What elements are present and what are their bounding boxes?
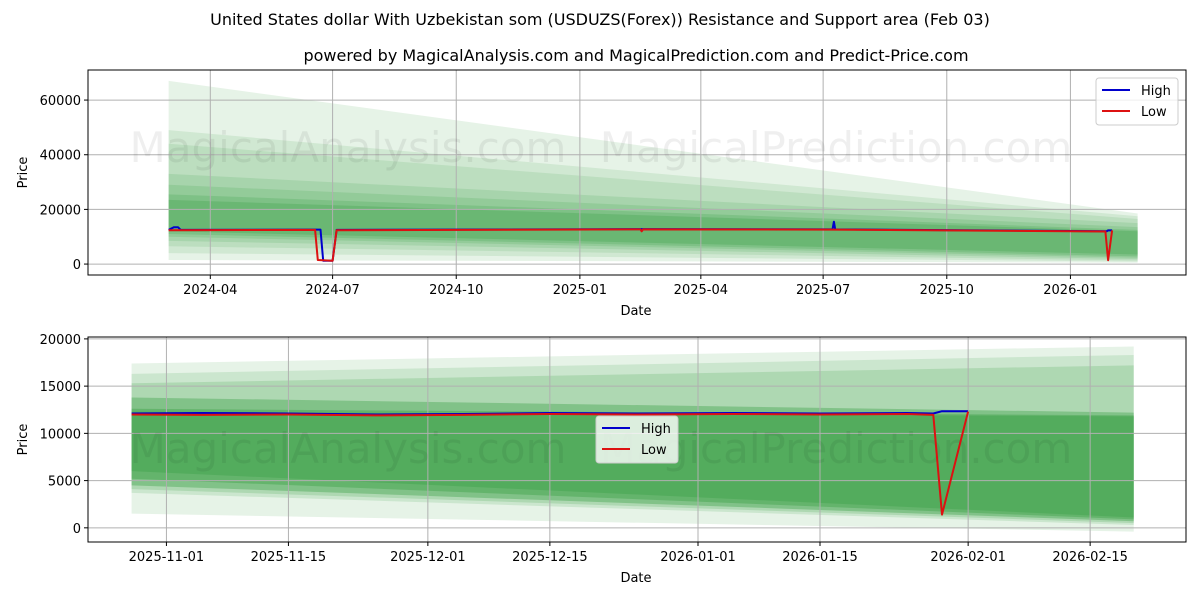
top-gridlines: [88, 70, 1186, 275]
x-tick-label: 2024-07: [305, 283, 359, 298]
top-plot: MagicalAnalysis.com MagicalPrediction.com…: [16, 69, 1187, 319]
top-legend-low-label: Low: [1141, 105, 1167, 120]
chart-title: United States dollar With Uzbekistan som…: [210, 10, 990, 29]
x-tick-label: 2025-01: [553, 283, 607, 298]
x-tick-label: 2025-11-15: [251, 550, 327, 565]
x-tick-label: 2025-10: [920, 283, 974, 298]
x-tick-label: 2025-12-01: [390, 550, 466, 565]
x-tick-label: 2026-01-15: [782, 550, 858, 565]
y-tick-label: 0: [73, 522, 81, 537]
bottom-x-axis-label: Date: [620, 571, 651, 586]
y-tick-label: 0: [73, 258, 81, 273]
band-area: [131, 411, 1134, 518]
top-watermark: MagicalAnalysis.com MagicalPrediction.com: [130, 123, 1073, 172]
x-tick-label: 2026-02-15: [1052, 550, 1128, 565]
top-y-axis-label: Price: [16, 157, 31, 189]
y-tick-label: 60000: [40, 94, 81, 109]
y-tick-label: 5000: [48, 475, 81, 490]
x-tick-label: 2024-04: [183, 283, 237, 298]
x-tick-label: 2025-12-15: [512, 550, 588, 565]
y-tick-label: 40000: [40, 149, 81, 164]
y-tick-label: 10000: [40, 427, 81, 442]
band-area: [168, 199, 1138, 255]
svg-text:MagicalPrediction.com: MagicalPrediction.com: [600, 123, 1073, 172]
bottom-legend-high-label: High: [641, 422, 671, 437]
svg-text:MagicalAnalysis.com: MagicalAnalysis.com: [130, 424, 567, 473]
y-tick-label: 20000: [40, 333, 81, 348]
low-line: [131, 411, 970, 516]
band-area: [168, 184, 1138, 258]
x-tick-label: 2024-10: [429, 283, 483, 298]
top-axis-ticks: 2024-04 2024-07 2024-10 2025-01 2025-04 2025-…: [40, 94, 1098, 298]
bottom-legend: High Low: [595, 415, 679, 464]
band-area: [168, 143, 1138, 261]
x-tick-label: 2025-07: [796, 283, 850, 298]
y-tick-label: 15000: [40, 380, 81, 395]
top-legend-high-label: High: [1141, 84, 1171, 99]
chart-subtitle: powered by MagicalAnalysis.com and Magic…: [303, 46, 969, 65]
top-price-lines: [168, 220, 1114, 262]
band-area: [131, 408, 1134, 520]
top-legend: High Low: [1095, 77, 1179, 126]
bottom-axes-frame: [87, 336, 1187, 543]
x-tick-label: 2025-04: [674, 283, 728, 298]
bottom-plot: MagicalAnalysis.com MagicalPrediction.com…: [16, 333, 1187, 586]
top-x-axis-label: Date: [620, 304, 651, 319]
bottom-legend-low-label: Low: [641, 443, 667, 458]
y-tick-label: 20000: [40, 203, 81, 218]
bottom-y-axis-label: Price: [16, 424, 31, 456]
low-line: [168, 228, 1114, 262]
svg-text:MagicalAnalysis.com: MagicalAnalysis.com: [130, 123, 567, 172]
bottom-axis-ticks: 2025-11-01 2025-11-15 2025-12-01 2025-12-15…: [40, 333, 1128, 565]
x-tick-label: 2026-01-01: [660, 550, 736, 565]
top-axes-frame: [87, 69, 1187, 276]
x-tick-label: 2026-02-01: [930, 550, 1006, 565]
x-tick-label: 2025-11-01: [129, 550, 205, 565]
x-tick-label: 2026-01: [1043, 283, 1097, 298]
bottom-price-lines: [131, 410, 970, 516]
band-area: [168, 80, 1138, 263]
band-area: [168, 173, 1138, 260]
